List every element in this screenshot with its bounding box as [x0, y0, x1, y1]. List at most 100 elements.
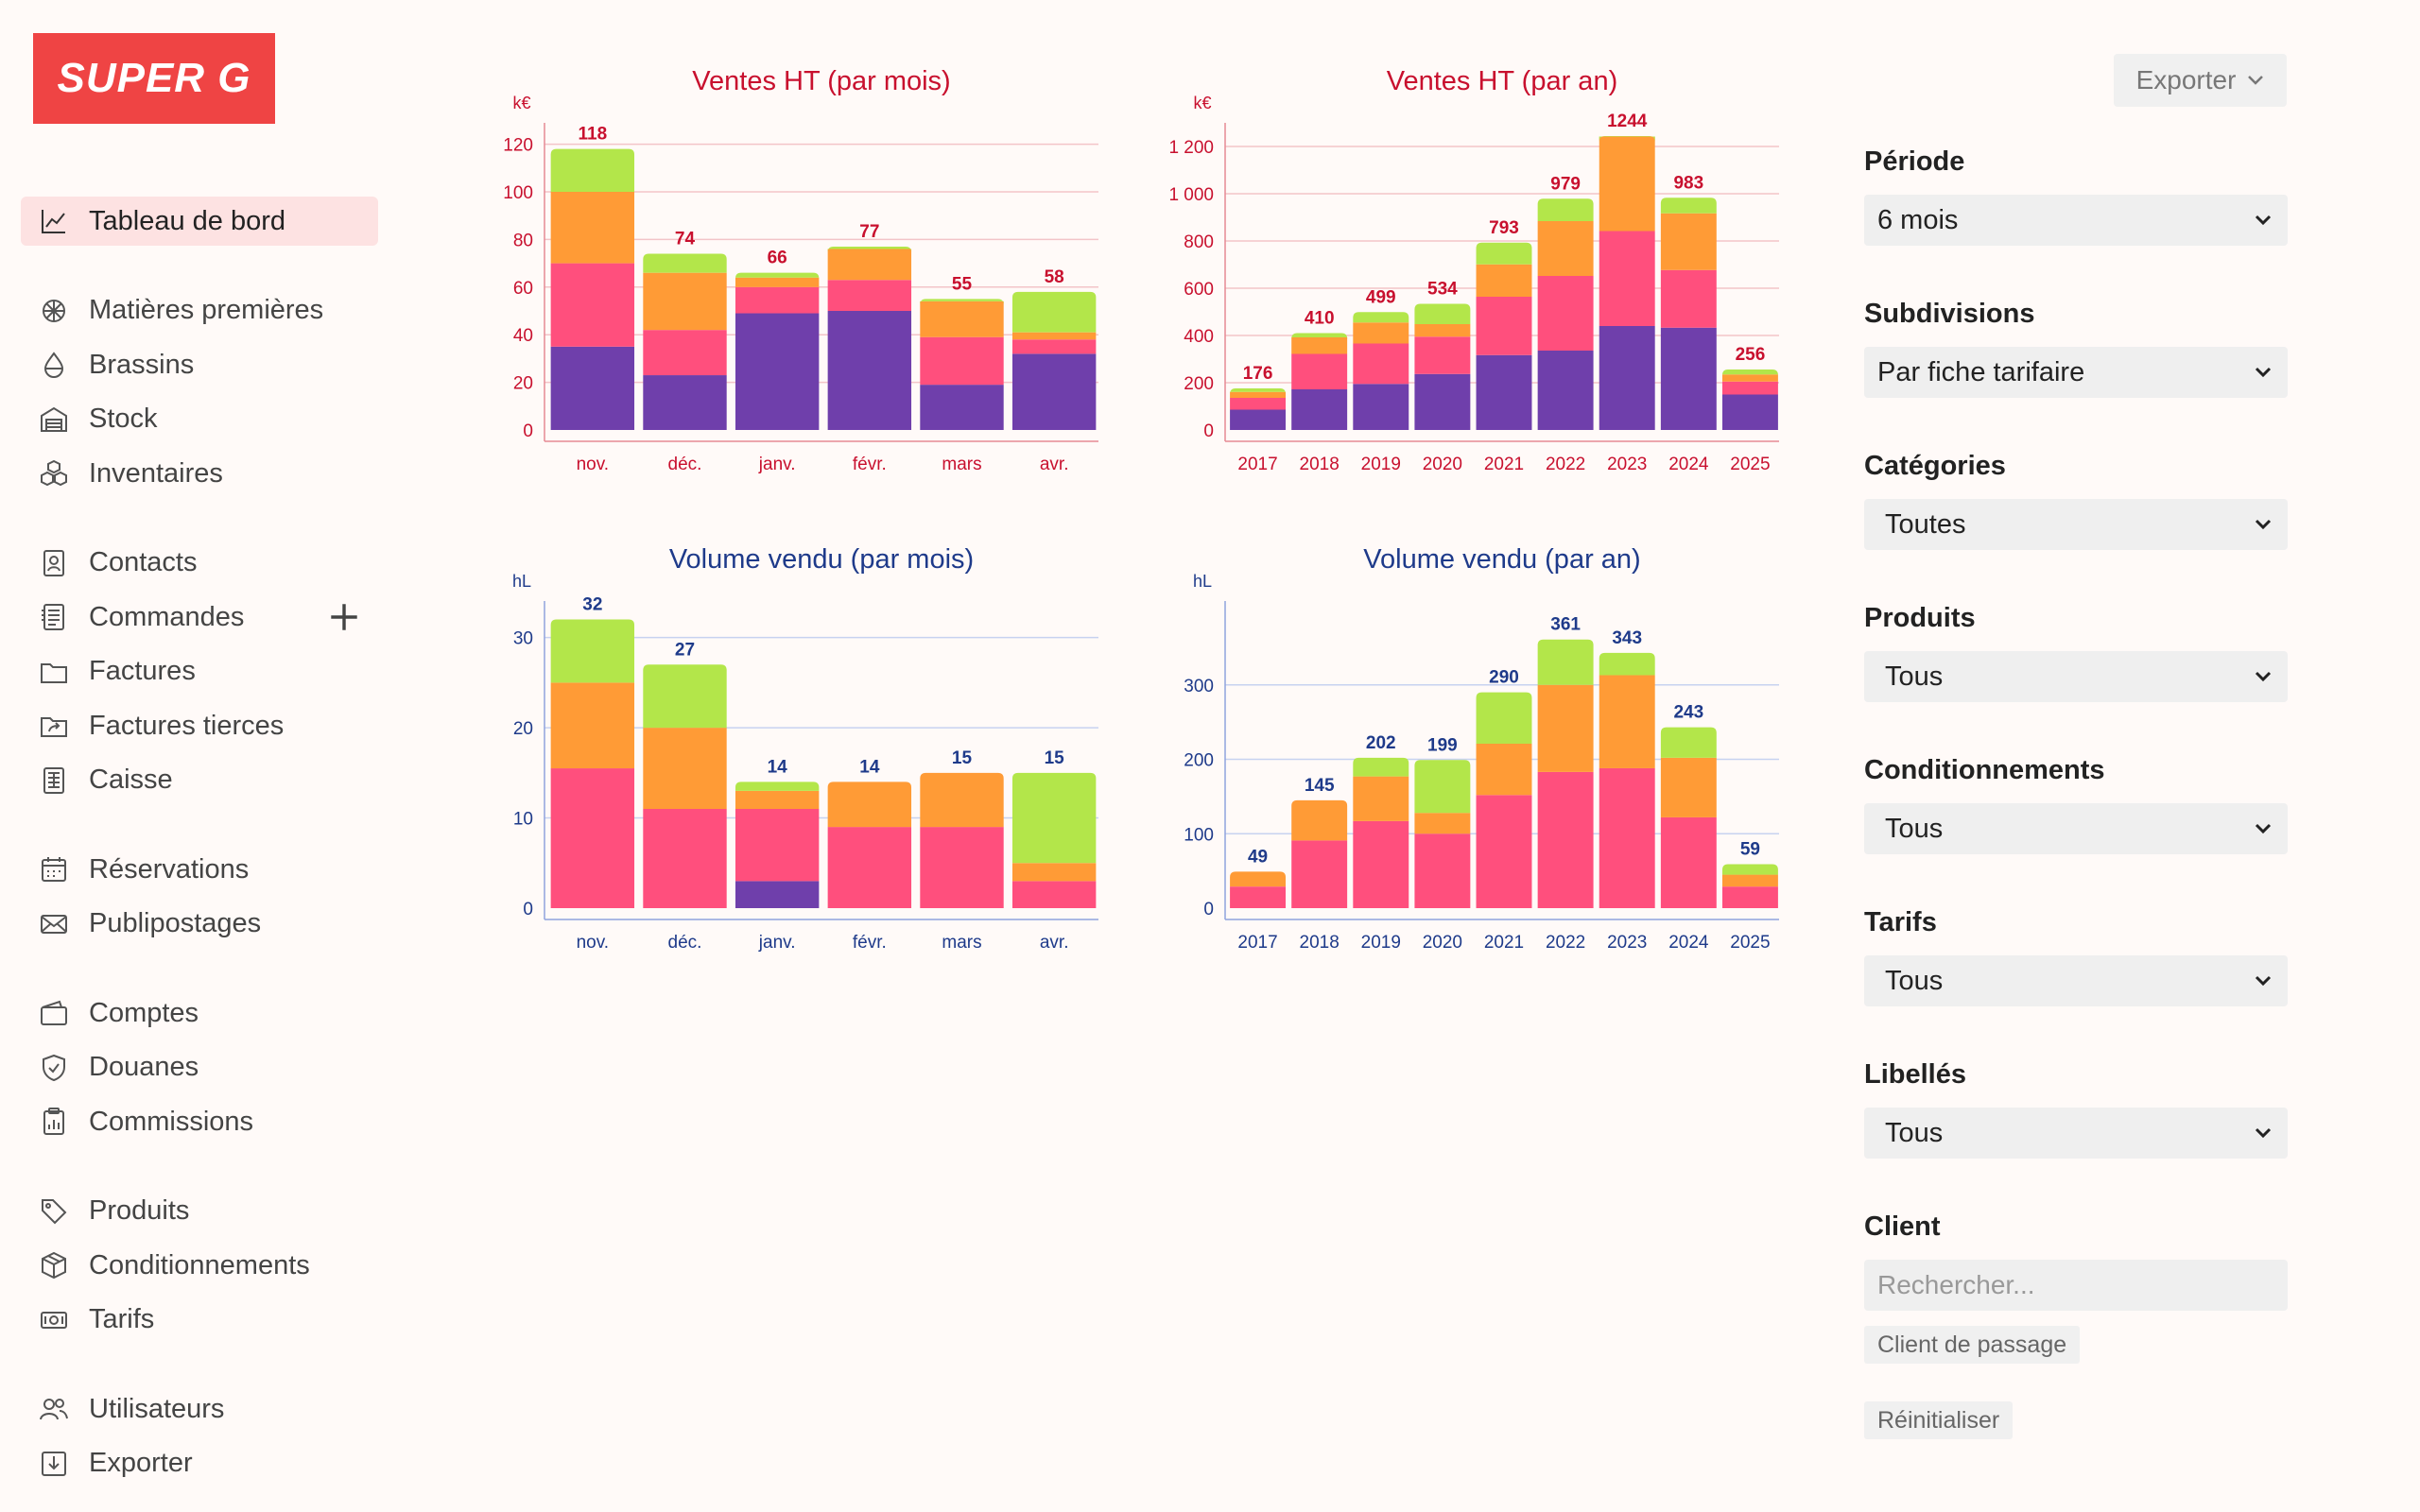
bar-segment-orange[interactable]: [920, 301, 1004, 337]
reset-button[interactable]: Réinitialiser: [1864, 1401, 2014, 1439]
bar-segment-orange[interactable]: [735, 277, 820, 287]
sidebar-item-inventaires[interactable]: Inventaires: [21, 449, 378, 498]
bar-segment-green[interactable]: [1230, 388, 1287, 394]
bar-segment-green[interactable]: [1721, 864, 1778, 875]
periode-select[interactable]: 6 mois: [1864, 195, 2288, 246]
bar-segment-orange[interactable]: [1537, 684, 1594, 772]
sidebar-item-contacts[interactable]: Contacts: [21, 539, 378, 588]
bar-segment-pink[interactable]: [1476, 795, 1532, 908]
bar-segment-orange[interactable]: [643, 728, 727, 809]
bar-segment-pink[interactable]: [1537, 771, 1594, 908]
bar-segment-orange[interactable]: [1721, 874, 1778, 887]
bar-segment-orange[interactable]: [827, 782, 912, 828]
add-order-button[interactable]: [329, 602, 359, 632]
bar-segment-purple[interactable]: [1537, 351, 1594, 430]
sidebar-item-caisse[interactable]: Caisse: [21, 756, 378, 805]
bar-segment-green[interactable]: [1660, 727, 1717, 758]
bar-segment-purple[interactable]: [1721, 394, 1778, 431]
sidebar-item-produits[interactable]: Produits: [21, 1187, 378, 1236]
sidebar-item-publipostages[interactable]: Publipostages: [21, 900, 378, 949]
bar-segment-green[interactable]: [1011, 772, 1097, 864]
bar-segment-purple[interactable]: [1353, 384, 1409, 430]
bar-segment-orange[interactable]: [1721, 374, 1778, 382]
bar-segment-orange[interactable]: [827, 249, 912, 281]
sidebar-item-factures-tierces[interactable]: Factures tierces: [21, 701, 378, 750]
bar-segment-pink[interactable]: [1230, 398, 1287, 410]
bar-segment-orange[interactable]: [1011, 332, 1097, 340]
bar-segment-green[interactable]: [550, 148, 635, 192]
bar-segment-pink[interactable]: [827, 280, 912, 311]
bar-segment-orange[interactable]: [1599, 136, 1655, 232]
bar-segment-pink[interactable]: [550, 263, 635, 347]
bar-segment-pink[interactable]: [1476, 297, 1532, 355]
bar-segment-pink[interactable]: [1721, 381, 1778, 395]
bar-segment-pink[interactable]: [1414, 336, 1471, 374]
bar-segment-purple[interactable]: [1011, 353, 1097, 430]
bar-segment-purple[interactable]: [735, 313, 820, 430]
bar-segment-orange[interactable]: [1230, 871, 1287, 887]
bar-segment-green[interactable]: [1291, 333, 1348, 339]
bar-segment-orange[interactable]: [735, 790, 820, 809]
bar-segment-green[interactable]: [1537, 198, 1594, 221]
bar-segment-orange[interactable]: [1476, 264, 1532, 297]
bar-segment-pink[interactable]: [1537, 276, 1594, 351]
bar-segment-purple[interactable]: [1230, 409, 1287, 431]
bar-segment-orange[interactable]: [1660, 213, 1717, 270]
sidebar-item-tableau-de-bord[interactable]: Tableau de bord: [21, 197, 378, 246]
bar-segment-pink[interactable]: [1599, 767, 1655, 908]
bar-segment-pink[interactable]: [920, 827, 1004, 908]
bar-segment-orange[interactable]: [1353, 776, 1409, 821]
bar-segment-green[interactable]: [1353, 757, 1409, 777]
categories-select[interactable]: Toutes: [1864, 499, 2288, 550]
produits-select[interactable]: Tous: [1864, 651, 2288, 702]
sidebar-item-brassins[interactable]: Brassins: [21, 340, 378, 389]
bar-segment-green[interactable]: [643, 664, 727, 729]
bar-segment-orange[interactable]: [1660, 757, 1717, 817]
bar-segment-purple[interactable]: [1414, 373, 1471, 430]
bar-segment-pink[interactable]: [643, 330, 727, 376]
libelles-select[interactable]: Tous: [1864, 1108, 2288, 1159]
sidebar-item-reservations[interactable]: Réservations: [21, 845, 378, 894]
bar-segment-orange[interactable]: [1353, 322, 1409, 344]
bar-segment-purple[interactable]: [827, 311, 912, 430]
bar-segment-purple[interactable]: [1660, 327, 1717, 430]
bar-segment-purple[interactable]: [550, 346, 635, 430]
sidebar-item-tarifs[interactable]: Tarifs: [21, 1296, 378, 1345]
bar-segment-purple[interactable]: [643, 375, 727, 430]
bar-segment-green[interactable]: [1599, 652, 1655, 676]
bar-segment-pink[interactable]: [1230, 886, 1287, 908]
bar-segment-pink[interactable]: [735, 286, 820, 314]
bar-segment-green[interactable]: [920, 299, 1004, 305]
bar-segment-pink[interactable]: [1414, 833, 1471, 908]
bar-segment-green[interactable]: [1537, 639, 1594, 685]
sidebar-item-commandes[interactable]: Commandes: [21, 593, 378, 642]
sidebar-item-stock[interactable]: Stock: [21, 395, 378, 444]
bar-segment-pink[interactable]: [550, 768, 635, 908]
bar-segment-green[interactable]: [1414, 760, 1471, 814]
bar-segment-green[interactable]: [1476, 242, 1532, 265]
bar-segment-green[interactable]: [827, 246, 912, 252]
bar-segment-pink[interactable]: [643, 809, 727, 908]
bar-segment-orange[interactable]: [1476, 743, 1532, 796]
bar-segment-pink[interactable]: [1291, 840, 1348, 908]
bar-segment-green[interactable]: [1353, 312, 1409, 323]
bar-segment-green[interactable]: [1414, 303, 1471, 325]
export-button[interactable]: Exporter: [2114, 54, 2287, 107]
bar-segment-green[interactable]: [1011, 291, 1097, 333]
bar-segment-green[interactable]: [1660, 198, 1717, 214]
bar-segment-orange[interactable]: [920, 772, 1004, 828]
bar-segment-pink[interactable]: [1291, 353, 1348, 390]
bar-segment-pink[interactable]: [1599, 231, 1655, 327]
subdivisions-select[interactable]: Par fiche tarifaire: [1864, 347, 2288, 398]
bar-segment-green[interactable]: [643, 253, 727, 273]
sidebar-item-factures[interactable]: Factures: [21, 647, 378, 696]
bar-segment-orange[interactable]: [1414, 813, 1471, 834]
bar-segment-orange[interactable]: [1291, 799, 1348, 841]
sidebar-item-comptes[interactable]: Comptes: [21, 988, 378, 1038]
sidebar-item-exporter[interactable]: Exporter: [21, 1439, 378, 1488]
bar-segment-green[interactable]: [1721, 369, 1778, 375]
bar-segment-purple[interactable]: [1291, 389, 1348, 430]
conditionnements-select[interactable]: Tous: [1864, 803, 2288, 854]
sidebar-item-commissions[interactable]: Commissions: [21, 1097, 378, 1146]
bar-segment-green[interactable]: [735, 782, 820, 791]
